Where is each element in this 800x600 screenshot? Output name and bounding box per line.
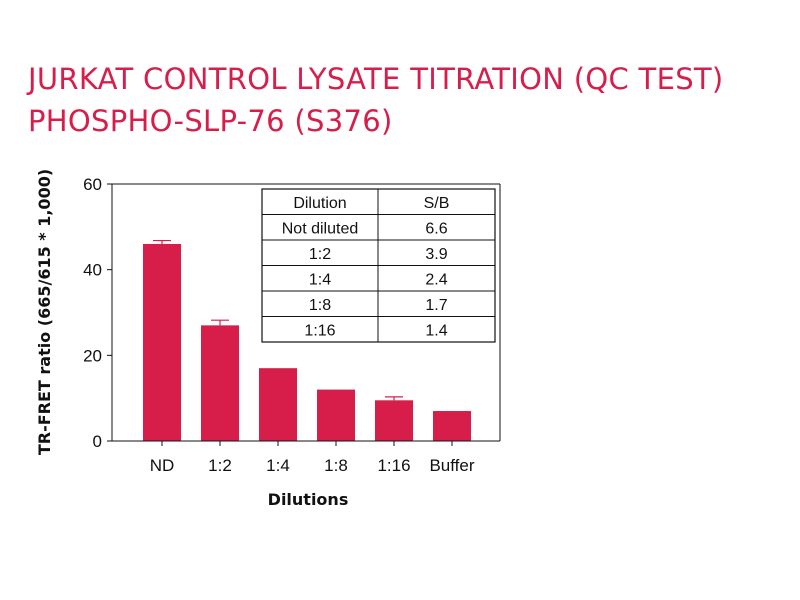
x-tick-label: ND [150,456,175,475]
sb-table: Dilution S/B Not diluted 6.6 1:2 3.9 1:4 2.4 1:8… [261,188,496,343]
bars-group [143,243,471,441]
table-cell: 2.4 [425,271,447,288]
y-tick-label: 0 [93,432,102,451]
table-cell: 6.6 [425,220,447,237]
y-tick-label: 40 [83,261,102,280]
error-bars-group [153,239,403,401]
table-cell: 1.7 [425,297,447,314]
bar [433,411,471,441]
table-header-cell: S/B [424,195,450,212]
x-axis-label: Dilutions [268,490,349,509]
table-cell: 1.4 [425,322,447,339]
table-cell: 1:4 [309,271,331,288]
table-cell: 1:16 [304,322,335,339]
y-axis-label: TR-FRET ratio (665/615 * 1,000) [35,169,54,455]
bar [317,389,355,441]
y-tick-label: 20 [83,346,102,365]
table-cell: 1:8 [309,297,331,314]
axes-group: 0 20 40 60 ND 1:2 1:4 1:8 1:16 Buffer [83,175,501,475]
bar [375,400,413,441]
x-tick-label: 1:2 [208,456,232,475]
chart-title-line-2: PHOSPHO-SLP-76 (S376) [28,104,393,138]
x-tick-label: 1:4 [266,456,290,475]
table-header-cell: Dilution [293,195,346,212]
table-cell: Not diluted [282,220,359,237]
bar [201,325,239,441]
table-cell: 3.9 [425,246,447,263]
x-tick-label: Buffer [429,456,474,475]
bar [259,368,297,441]
x-tick-label: 1:16 [377,456,410,475]
bar [143,243,181,441]
table-cell: 1:2 [309,246,331,263]
chart-title-line-1: JURKAT CONTROL LYSATE TITRATION (QC TEST… [28,62,724,96]
y-tick-label: 60 [83,175,102,194]
x-tick-label: 1:8 [324,456,348,475]
